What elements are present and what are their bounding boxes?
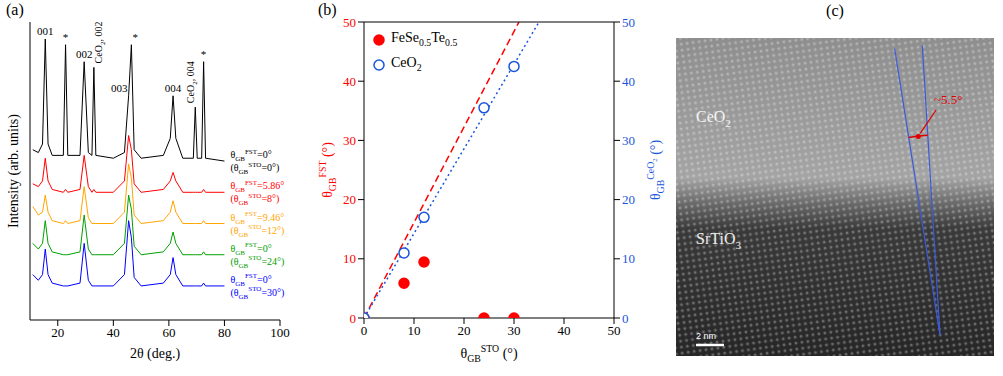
svg-text:(θGBSTO=8°): (θGBSTO=8°) <box>230 192 279 208</box>
svg-text:θGBFST=9.46°: θGBFST=9.46° <box>230 210 284 226</box>
svg-text:40: 40 <box>343 74 356 89</box>
svg-text:0: 0 <box>361 323 368 338</box>
svg-text:(a): (a) <box>6 1 24 19</box>
svg-text:(θGBSTO=24°): (θGBSTO=24°) <box>230 254 284 270</box>
svg-text:θGBFST=0°: θGBFST=0° <box>230 241 271 257</box>
svg-text:Intensity (arb. units): Intensity (arb. units) <box>6 114 22 228</box>
svg-text:003: 003 <box>111 82 128 94</box>
svg-text:100: 100 <box>270 325 290 340</box>
svg-text:10: 10 <box>343 251 356 266</box>
svg-text:(θGBSTO=30°): (θGBSTO=30°) <box>230 285 284 301</box>
svg-text:*: * <box>132 31 138 43</box>
svg-text:θGBFST=0°: θGBFST=0° <box>230 148 271 164</box>
svg-text:50: 50 <box>622 15 635 30</box>
svg-text:20: 20 <box>458 323 471 338</box>
svg-text:50: 50 <box>343 15 356 30</box>
svg-text:50: 50 <box>608 323 621 338</box>
svg-text:CeO2, 004: CeO2, 004 <box>185 61 199 103</box>
svg-text:~5.5°: ~5.5° <box>934 92 962 107</box>
svg-text:40: 40 <box>107 325 120 340</box>
svg-text:20: 20 <box>622 192 635 207</box>
svg-text:10: 10 <box>408 323 421 338</box>
svg-text:2θ (deg.): 2θ (deg.) <box>130 346 181 362</box>
svg-text:004: 004 <box>165 82 182 94</box>
svg-text:(θGBSTO=0°): (θGBSTO=0°) <box>230 161 279 177</box>
svg-text:(θGBSTO=12°): (θGBSTO=12°) <box>230 223 284 239</box>
svg-text:θGBFST=5.86°: θGBFST=5.86° <box>230 179 284 195</box>
svg-text:SrTiO3: SrTiO3 <box>696 230 741 251</box>
svg-text:θGBFST (°): θGBFST (°) <box>317 142 339 198</box>
svg-text:(b): (b) <box>318 1 337 19</box>
svg-text:001: 001 <box>37 25 54 37</box>
svg-text:*: * <box>201 48 207 60</box>
svg-text:80: 80 <box>218 325 231 340</box>
svg-text:002: 002 <box>76 48 93 60</box>
svg-text:θGBCeO2 (°): θGBCeO2 (°) <box>645 140 667 201</box>
svg-text:40: 40 <box>558 323 571 338</box>
svg-text:*: * <box>63 31 69 43</box>
svg-text:20: 20 <box>51 325 64 340</box>
svg-text:CeO2, 002: CeO2, 002 <box>93 22 107 64</box>
svg-text:(c): (c) <box>826 2 844 20</box>
svg-text:40: 40 <box>622 74 635 89</box>
svg-text:30: 30 <box>622 133 635 148</box>
svg-text:0: 0 <box>350 311 357 326</box>
svg-text:20: 20 <box>343 192 356 207</box>
svg-text:θGBFST=0°: θGBFST=0° <box>230 272 271 288</box>
svg-text:30: 30 <box>343 133 356 148</box>
svg-text:2 nm: 2 nm <box>696 331 716 341</box>
html-text:FeSe0.5Te0.5: FeSe0.5Te0.5 <box>391 30 458 48</box>
svg-text:0: 0 <box>622 311 629 326</box>
svg-text:30: 30 <box>508 323 521 338</box>
svg-text:θGBSTO (°): θGBSTO (°) <box>460 343 517 365</box>
html-text:CeO2: CeO2 <box>391 54 422 73</box>
svg-text:60: 60 <box>162 325 175 340</box>
svg-text:10: 10 <box>622 251 635 266</box>
svg-text:CeO2: CeO2 <box>696 108 731 129</box>
